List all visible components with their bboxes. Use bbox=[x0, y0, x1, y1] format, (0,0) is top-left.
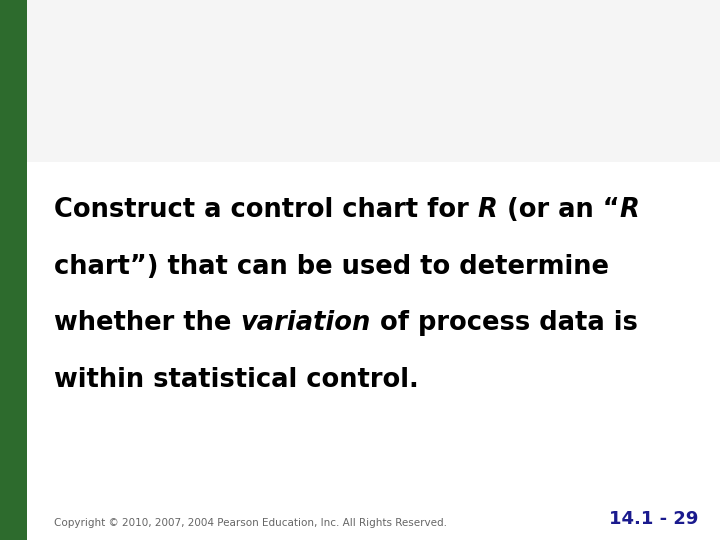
Text: Monitoring Process Variation:: Monitoring Process Variation: bbox=[54, 30, 660, 64]
Text: variation: variation bbox=[240, 310, 371, 336]
Text: of process data is: of process data is bbox=[371, 310, 638, 336]
Text: Copyright © 2010, 2007, 2004 Pearson Education, Inc. All Rights Reserved.: Copyright © 2010, 2007, 2004 Pearson Edu… bbox=[54, 518, 447, 528]
Text: R: R bbox=[411, 100, 439, 134]
Text: : Objective: : Objective bbox=[439, 100, 659, 134]
Text: 14.1 - 29: 14.1 - 29 bbox=[609, 510, 698, 528]
Text: chart”) that can be used to determine: chart”) that can be used to determine bbox=[54, 254, 609, 280]
Text: (or an “: (or an “ bbox=[498, 197, 619, 223]
Text: whether the: whether the bbox=[54, 310, 240, 336]
Text: Control Chart for: Control Chart for bbox=[54, 100, 411, 134]
Text: Construct a control chart for: Construct a control chart for bbox=[54, 197, 478, 223]
Text: R: R bbox=[478, 197, 498, 223]
Text: within statistical control.: within statistical control. bbox=[54, 367, 419, 393]
Text: R: R bbox=[619, 197, 639, 223]
